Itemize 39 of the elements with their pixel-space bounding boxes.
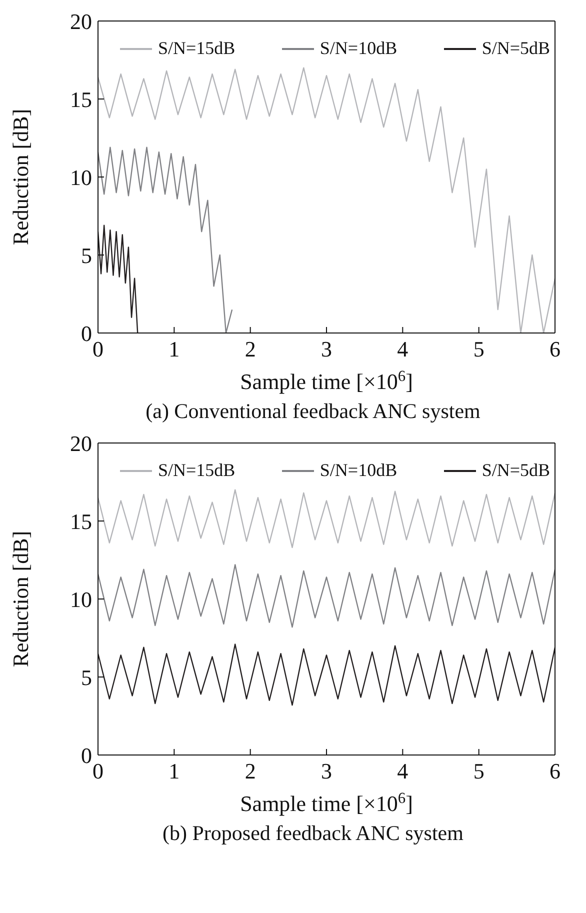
x-tick-label: 3 [321, 336, 332, 362]
x-tick-label: 3 [321, 758, 332, 784]
y-tick-label: 0 [81, 320, 92, 346]
y-tick-label: 10 [70, 164, 92, 190]
text: (a) Conventional feedback ANC system [144, 399, 482, 424]
x-axis-title: Sample time [×10$^{6}$] [240, 790, 413, 816]
y-tick-label: 15 [70, 508, 92, 534]
text: (b) Proposed feedback ANC system [162, 821, 464, 846]
legend-label: S/N=15dB [158, 460, 236, 481]
line-series [98, 489, 555, 548]
legend-label: S/N=5dB [482, 460, 550, 481]
y-tick-label: 20 [70, 430, 92, 456]
y-tick-label: 0 [81, 742, 92, 768]
line-series [98, 564, 555, 628]
line-series [98, 224, 138, 333]
x-tick-label: 4 [397, 336, 408, 362]
y-axis-title: Reduction [dB] [8, 530, 33, 668]
y-axis-title: Reduction [dB] [8, 108, 33, 246]
x-tick-label: 6 [550, 758, 560, 784]
x-tick-label: 1 [168, 336, 180, 362]
y-tick-label: 10 [70, 586, 92, 612]
x-tick-label: 5 [473, 758, 484, 784]
x-tick-label: 5 [473, 336, 484, 362]
x-tick-label: 2 [244, 336, 256, 362]
y-tick-label: 5 [81, 664, 92, 690]
x-tick-label: 1 [168, 758, 180, 784]
x-tick-label: 4 [397, 758, 408, 784]
x-tick-label: 2 [244, 758, 256, 784]
line-series [98, 644, 555, 706]
line-series [98, 146, 233, 333]
y-tick-label: 20 [70, 8, 92, 34]
x-axis-title: Sample time [×10$^{6}$] [240, 368, 413, 394]
x-tick-label: 6 [550, 336, 560, 362]
legend-label: S/N=15dB [158, 38, 236, 59]
y-tick-label: 15 [70, 86, 92, 112]
legend-label: S/N=10dB [320, 38, 398, 59]
legend-label: S/N=5dB [482, 38, 550, 59]
y-tick-label: 5 [81, 242, 92, 268]
legend-label: S/N=10dB [320, 460, 398, 481]
